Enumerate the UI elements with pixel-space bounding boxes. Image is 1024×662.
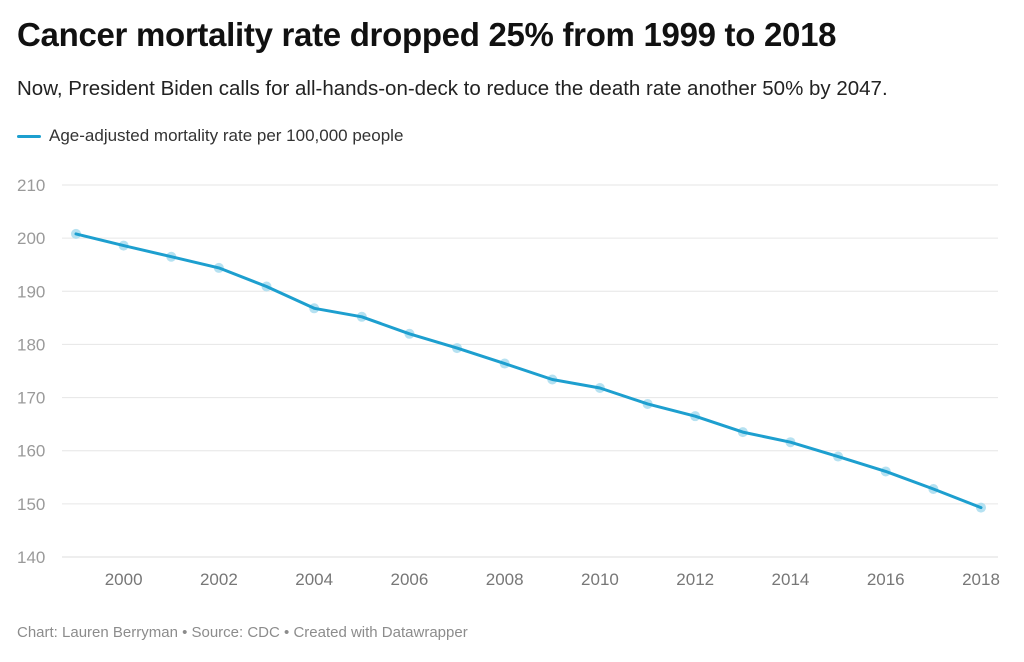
y-tick-label: 160 — [17, 442, 45, 461]
y-tick-label: 210 — [17, 176, 45, 195]
x-tick-label: 2010 — [581, 570, 619, 589]
y-axis: 140 150 160 170 180 190 200 210 — [17, 176, 45, 567]
x-tick-label: 2012 — [676, 570, 714, 589]
series-line — [74, 232, 983, 510]
chart-title: Cancer mortality rate dropped 25% from 1… — [17, 16, 837, 53]
legend-label: Age-adjusted mortality rate per 100,000 … — [49, 126, 404, 145]
y-tick-label: 170 — [17, 389, 45, 408]
y-tick-label: 190 — [17, 282, 45, 301]
legend: Age-adjusted mortality rate per 100,000 … — [17, 126, 403, 146]
y-tick-label: 150 — [17, 495, 45, 514]
x-tick-label: 2008 — [486, 570, 524, 589]
chart-subtitle: Now, President Biden calls for all-hands… — [17, 77, 888, 100]
x-tick-label: 2016 — [867, 570, 905, 589]
x-tick-label: 2000 — [105, 570, 143, 589]
series-layer — [71, 228, 986, 513]
y-tick-label: 200 — [17, 229, 45, 248]
legend-line-icon — [17, 134, 41, 138]
grid-lines — [62, 184, 998, 558]
x-tick-label: 2004 — [295, 570, 333, 589]
y-tick-label: 180 — [17, 335, 45, 354]
chart-credit: Chart: Lauren Berryman • Source: CDC • C… — [17, 624, 468, 641]
y-tick-label: 140 — [17, 548, 45, 567]
x-tick-label: 2014 — [772, 570, 810, 589]
x-tick-label: 2002 — [200, 570, 238, 589]
x-axis: 2000 2002 2004 2006 2008 2010 2012 2014 2016 2018 — [105, 570, 1000, 589]
x-tick-label: 2006 — [391, 570, 429, 589]
x-tick-label: 2018 — [962, 570, 1000, 589]
